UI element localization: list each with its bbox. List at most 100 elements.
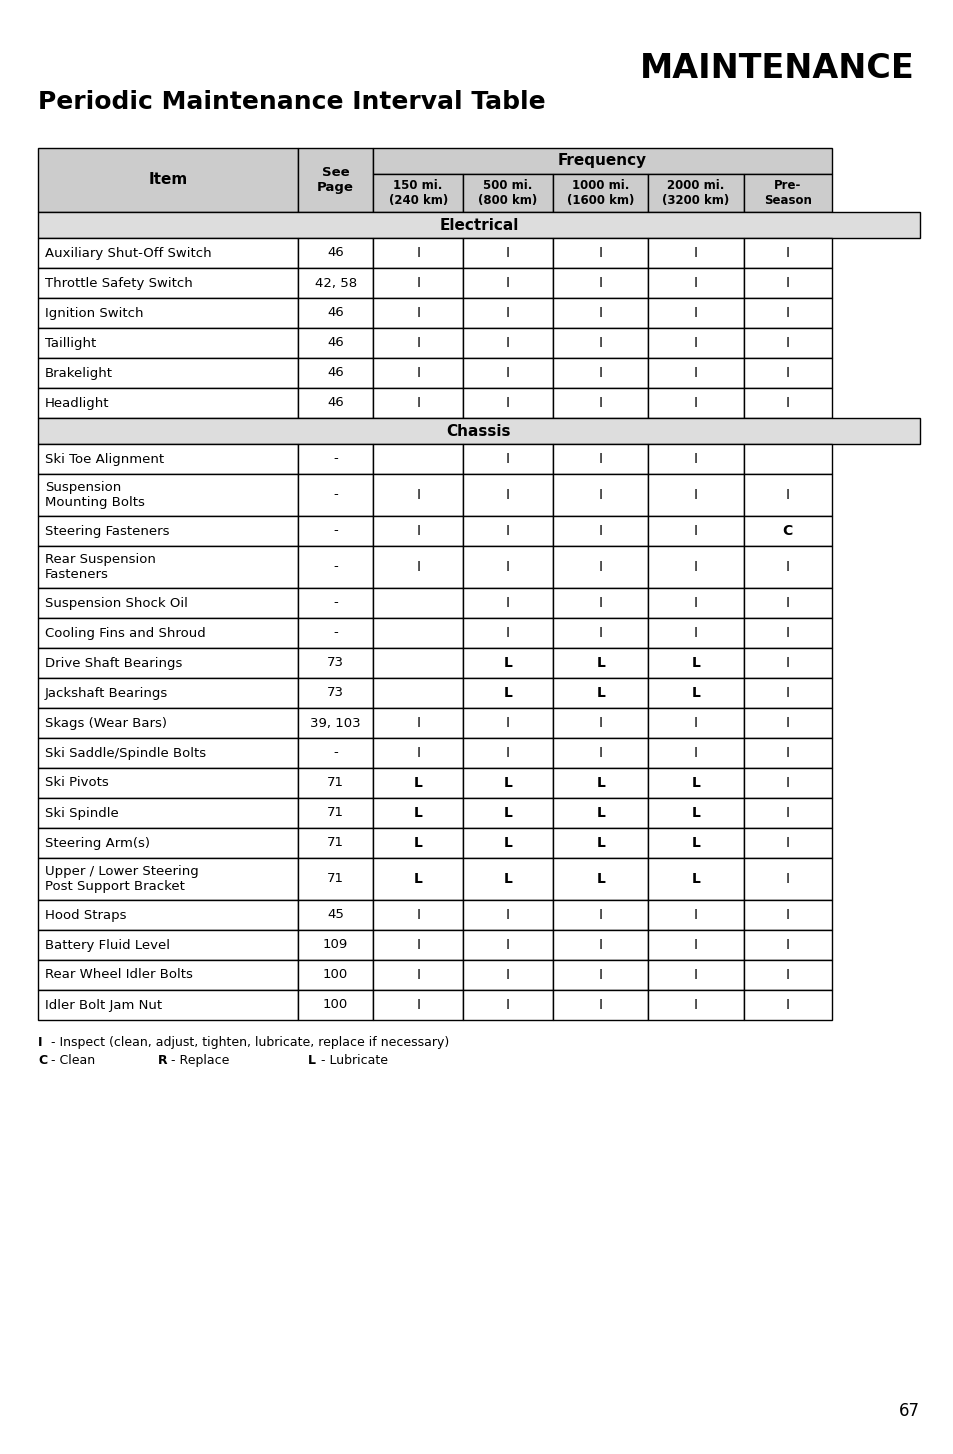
Text: I: I (598, 715, 602, 730)
Bar (38, 358, 298, 388)
Bar (373, 148, 831, 174)
Text: Ski Pivots: Ski Pivots (45, 776, 109, 790)
Text: I: I (785, 715, 789, 730)
Bar (553, 648, 648, 678)
Text: I: I (693, 452, 698, 465)
Bar (648, 768, 742, 798)
Bar (38, 516, 298, 547)
Text: I: I (598, 907, 602, 922)
Text: I: I (785, 395, 789, 410)
Text: I: I (693, 715, 698, 730)
Text: I: I (506, 907, 510, 922)
Bar (462, 474, 553, 516)
Bar (298, 443, 373, 474)
Bar (298, 900, 373, 931)
Text: I: I (598, 366, 602, 379)
Bar (298, 268, 373, 298)
Bar (298, 474, 373, 516)
Bar (553, 388, 648, 417)
Text: I: I (785, 336, 789, 350)
Text: 73: 73 (327, 657, 344, 669)
Text: Cooling Fins and Shroud: Cooling Fins and Shroud (45, 627, 206, 640)
Text: L: L (691, 836, 700, 851)
Bar (742, 587, 831, 618)
Bar (38, 960, 298, 990)
Text: I: I (785, 276, 789, 289)
Text: I: I (416, 336, 419, 350)
Bar (462, 547, 553, 587)
Bar (462, 443, 553, 474)
Text: 71: 71 (327, 836, 344, 849)
Bar (648, 358, 742, 388)
Text: Skags (Wear Bars): Skags (Wear Bars) (45, 717, 167, 730)
Bar (648, 798, 742, 827)
Text: I: I (416, 246, 419, 260)
Bar (38, 990, 298, 1021)
Text: I: I (416, 523, 419, 538)
Text: I: I (506, 968, 510, 981)
Text: 109: 109 (323, 938, 348, 951)
Bar (742, 516, 831, 547)
Text: Steering Arm(s): Steering Arm(s) (45, 836, 150, 849)
Text: I: I (506, 336, 510, 350)
Bar (298, 298, 373, 329)
Bar (38, 798, 298, 827)
Text: L: L (596, 806, 604, 820)
Bar (462, 174, 553, 212)
Bar (38, 739, 298, 768)
Text: Upper / Lower Steering
Post Support Bracket: Upper / Lower Steering Post Support Brac… (45, 865, 198, 893)
Bar (648, 931, 742, 960)
Text: Throttle Safety Switch: Throttle Safety Switch (45, 276, 193, 289)
Bar (38, 268, 298, 298)
Bar (462, 858, 553, 900)
Bar (553, 858, 648, 900)
Text: 42, 58: 42, 58 (314, 276, 356, 289)
Bar (373, 900, 462, 931)
Text: I: I (598, 938, 602, 952)
Text: I: I (693, 627, 698, 640)
Text: -: - (333, 596, 337, 609)
Text: I: I (693, 560, 698, 574)
Bar (373, 739, 462, 768)
Bar (742, 388, 831, 417)
Bar (648, 298, 742, 329)
Bar (742, 474, 831, 516)
Text: I: I (506, 452, 510, 465)
Text: L: L (691, 686, 700, 699)
Text: I: I (693, 746, 698, 760)
Bar (553, 443, 648, 474)
Text: Rear Suspension
Fasteners: Rear Suspension Fasteners (45, 553, 155, 582)
Bar (742, 329, 831, 358)
Text: 67: 67 (898, 1402, 919, 1421)
Bar (38, 388, 298, 417)
Text: Ski Spindle: Ski Spindle (45, 807, 118, 820)
Text: Electrical: Electrical (438, 218, 518, 233)
Bar (648, 618, 742, 648)
Text: I: I (785, 746, 789, 760)
Bar (742, 443, 831, 474)
Bar (648, 174, 742, 212)
Bar (648, 678, 742, 708)
Bar (742, 858, 831, 900)
Bar (462, 587, 553, 618)
Bar (298, 960, 373, 990)
Bar (553, 474, 648, 516)
Text: I: I (693, 997, 698, 1012)
Text: C: C (38, 1054, 47, 1067)
Text: I: I (693, 938, 698, 952)
Bar (38, 148, 298, 212)
Text: Battery Fluid Level: Battery Fluid Level (45, 938, 170, 951)
Bar (38, 329, 298, 358)
Bar (298, 547, 373, 587)
Text: I: I (693, 246, 698, 260)
Bar (298, 708, 373, 739)
Bar (38, 768, 298, 798)
Bar (38, 931, 298, 960)
Text: I: I (506, 627, 510, 640)
Bar (373, 443, 462, 474)
Text: L: L (308, 1054, 315, 1067)
Bar (553, 516, 648, 547)
Text: I: I (38, 1037, 43, 1048)
Bar (298, 148, 373, 212)
Text: Hood Straps: Hood Straps (45, 909, 127, 922)
